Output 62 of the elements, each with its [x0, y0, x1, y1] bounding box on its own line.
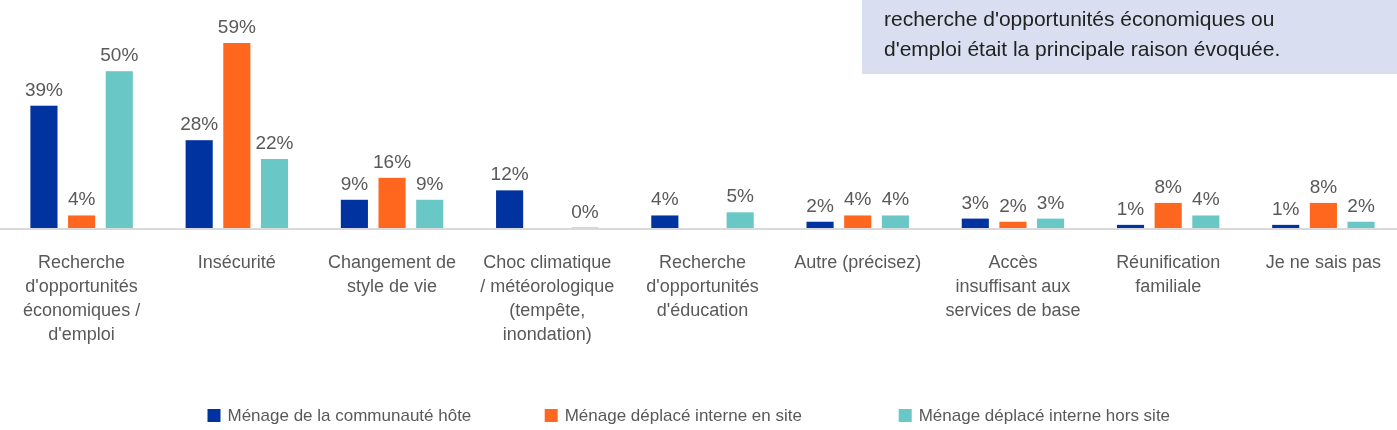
x-tick-label: Autre (précisez)	[794, 252, 922, 272]
data-label: 28%	[180, 113, 219, 135]
annotation: recherche d'opportunités économiques ou d'emploi était la principale raison évoquée.	[884, 7, 1281, 60]
bar	[416, 199, 444, 228]
data-label: 9%	[415, 172, 444, 194]
bar	[1309, 202, 1337, 228]
bar	[806, 221, 834, 228]
data-label: 4%	[651, 188, 679, 210]
bar	[1347, 221, 1375, 228]
legend-label: Ménage déplacé interne en site	[564, 406, 802, 425]
data-label: 2%	[806, 194, 834, 216]
bar	[1037, 218, 1065, 228]
data-label: 4%	[843, 188, 872, 210]
data-label: 59%	[217, 16, 256, 37]
bar	[185, 140, 213, 228]
x-tick-label: Je ne sais pas	[1265, 252, 1381, 272]
bar	[68, 215, 96, 228]
data-label: 4%	[1192, 188, 1220, 210]
bar	[844, 215, 872, 228]
bar	[496, 190, 524, 228]
data-label: 1%	[1116, 197, 1145, 219]
data-label: 4%	[881, 188, 910, 210]
data-label: 9%	[340, 172, 369, 194]
data-label: 16%	[373, 150, 412, 172]
bar	[651, 215, 679, 228]
bar	[726, 212, 754, 228]
x-tick-label: Changement de style de vie	[328, 252, 457, 296]
bar	[105, 71, 133, 228]
data-label: 3%	[1036, 191, 1065, 213]
data-label: 22%	[255, 132, 294, 154]
bar	[999, 221, 1027, 228]
legend-label: Ménage déplacé interne hors site	[918, 406, 1171, 425]
x-tick-label: Accès insuffisant aux services de base	[945, 252, 1081, 320]
bar	[30, 105, 58, 228]
bar	[223, 43, 251, 228]
x-tick-label: Insécurité	[197, 252, 276, 272]
data-label: 2%	[999, 194, 1027, 216]
data-label: 8%	[1309, 175, 1338, 197]
data-label: 12%	[490, 163, 529, 185]
x-tick-label: Recherche d'opportunités d'éducation	[646, 252, 759, 320]
data-label: 8%	[1154, 175, 1182, 197]
bar	[340, 199, 368, 228]
bar	[1272, 224, 1300, 228]
bar	[961, 218, 989, 228]
x-tick-label: Recherche d'opportunités économiques / d'emploi	[23, 252, 141, 344]
bar	[260, 159, 289, 228]
x-tick-label: Choc climatique / météorologique (tempête, inondation)	[480, 252, 615, 344]
bar	[1192, 215, 1220, 228]
data-label: 5%	[726, 185, 754, 207]
data-label: 4%	[67, 188, 96, 210]
bar	[1116, 224, 1145, 228]
data-label: 1%	[1271, 197, 1300, 219]
bar	[881, 215, 909, 228]
data-label: 0%	[571, 200, 599, 222]
bar	[1154, 202, 1182, 228]
bar	[378, 177, 406, 228]
data-label: 50%	[100, 44, 139, 66]
x-tick-label: Réunification familiale	[1116, 252, 1221, 296]
data-label: 3%	[961, 191, 990, 213]
legend-label: Ménage de la communauté hôte	[227, 406, 472, 425]
data-label: 2%	[1347, 194, 1375, 216]
data-label: 39%	[24, 78, 64, 100]
